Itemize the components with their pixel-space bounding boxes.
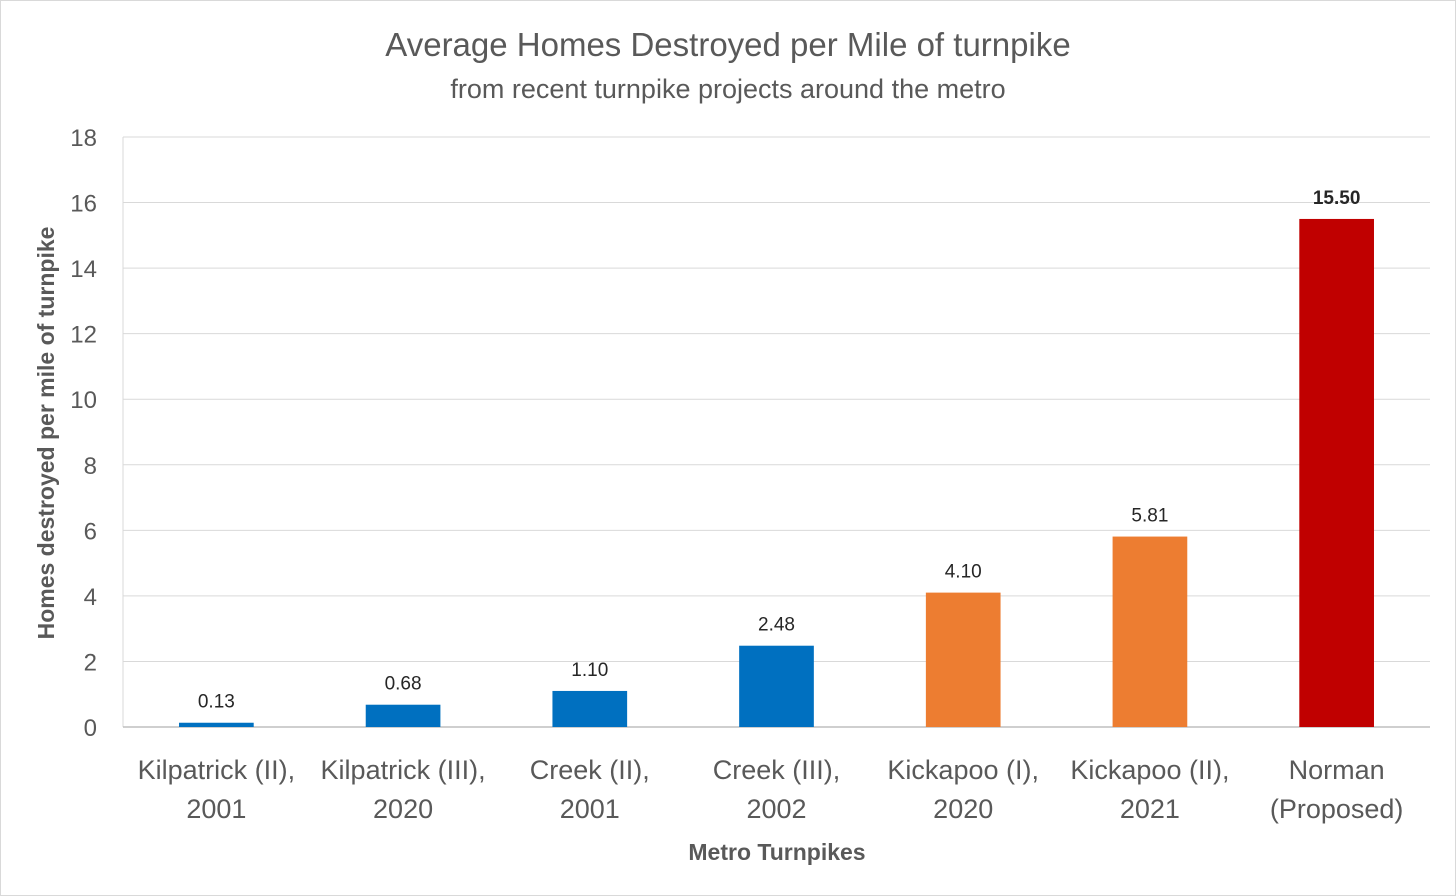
x-tick-label: (Proposed): [1270, 794, 1404, 824]
y-tick-label: 6: [84, 518, 97, 545]
y-tick-label: 18: [70, 125, 97, 152]
data-label: 0.13: [198, 692, 235, 713]
bar: [365, 704, 441, 727]
y-tick-label: 10: [70, 387, 97, 414]
data-labels: 0.13 0.68 1.10 2.48 4.10 5.81 15.50: [198, 188, 1361, 713]
y-axis-ticks: 0 2 4 6 8 10 12 14 16 18: [70, 125, 97, 742]
x-tick-label: 2001: [186, 794, 246, 824]
gridlines: [122, 136, 1430, 728]
x-tick-label: Creek (II),: [530, 755, 650, 785]
x-tick-label: 2020: [373, 794, 433, 824]
bar: [1112, 536, 1188, 727]
data-label: 0.68: [385, 674, 422, 695]
x-tick-label: Norman: [1289, 755, 1385, 785]
y-axis-label: Homes destroyed per mile of turnpike: [33, 227, 59, 640]
x-tick-label: Kilpatrick (II),: [138, 755, 296, 785]
y-tick-label: 16: [70, 191, 97, 218]
x-tick-label: Creek (III),: [713, 755, 841, 785]
bars: [179, 218, 1374, 727]
x-axis-ticks: Kilpatrick (II), 2001 Kilpatrick (III), 202…: [138, 755, 1404, 824]
x-axis-label: Metro Turnpikes: [688, 839, 865, 865]
x-tick-label: Kilpatrick (III),: [321, 755, 486, 785]
x-tick-label: 2002: [746, 794, 806, 824]
y-tick-label: 0: [84, 715, 97, 742]
data-label: 5.81: [1131, 506, 1168, 527]
bar: [925, 592, 1001, 727]
bar: [552, 690, 628, 727]
y-tick-label: 4: [84, 584, 97, 611]
y-tick-label: 14: [70, 256, 97, 283]
y-tick-label: 2: [84, 649, 97, 676]
x-tick-label: Kickapoo (I),: [887, 755, 1039, 785]
chart-title: Average Homes Destroyed per Mile of turn…: [385, 26, 1070, 63]
x-tick-label: 2001: [560, 794, 620, 824]
x-tick-label: Kickapoo (II),: [1070, 755, 1229, 785]
chart-subtitle: from recent turnpike projects around the…: [450, 74, 1005, 104]
data-label: 1.10: [571, 660, 608, 681]
y-tick-label: 8: [84, 453, 97, 480]
bar: [1299, 218, 1374, 727]
data-label: 4.10: [945, 562, 982, 583]
x-tick-label: 2020: [933, 794, 993, 824]
x-tick-label: 2021: [1120, 794, 1180, 824]
data-label: 15.50: [1313, 188, 1361, 209]
y-tick-label: 12: [70, 322, 97, 349]
data-label: 2.48: [758, 615, 795, 636]
bar: [179, 722, 254, 727]
bar: [739, 645, 814, 727]
